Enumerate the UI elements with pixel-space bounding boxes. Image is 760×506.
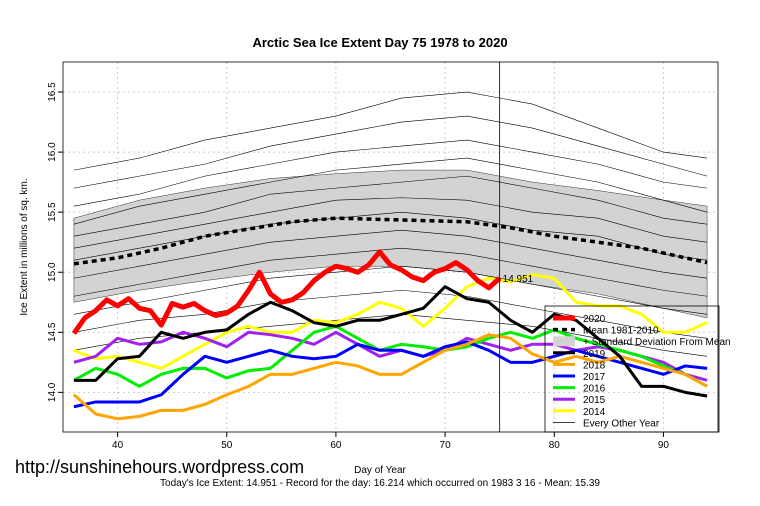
series-line-2018 (72, 333, 708, 421)
other-year-line (73, 115, 708, 189)
legend-label: 2015 (583, 395, 606, 406)
x-tick-label: 50 (221, 440, 233, 451)
other-year-line (73, 289, 708, 339)
site-url[interactable]: http://sunshinehours.wordpress.com (15, 457, 305, 477)
y-tick-label: 16.0 (47, 142, 58, 162)
series-line-2020 (71, 249, 502, 335)
x-tick-label: 40 (112, 440, 124, 451)
x-tick-label: 60 (330, 440, 342, 451)
y-tick-label: 15.5 (47, 202, 58, 222)
other-year-line (73, 91, 708, 171)
legend-label: Every Other Year (583, 418, 660, 429)
legend-label: 2014 (583, 407, 606, 418)
y-tick-label: 14.0 (47, 382, 58, 402)
y-axis-label: Ice Extent in millions of sq. km. (19, 178, 30, 315)
plot-frame (62, 61, 719, 433)
y-tick-label: 15.0 (47, 262, 58, 282)
y-tick-label: 14.5 (47, 322, 58, 342)
legend-label: 2020 (583, 314, 606, 325)
y-tick-label: 16.5 (47, 82, 58, 102)
legend-label: Mean 1981-2010 (583, 326, 659, 337)
series-line-2017 (73, 340, 708, 409)
footer-text: Today's Ice Extent: 14.951 - Record for … (160, 478, 600, 489)
series-line-2015 (73, 330, 708, 382)
other-year-line (73, 157, 708, 225)
series-line-2016 (73, 324, 708, 388)
legend-label: 2017 (583, 372, 606, 383)
series-line-mean-1981-2010 (73, 216, 708, 266)
x-tick-label: 80 (549, 440, 561, 451)
other-year-line (73, 139, 708, 207)
other-year-line (73, 197, 708, 249)
other-year-line (73, 211, 708, 261)
chart-title: Arctic Sea Ice Extent Day 75 1978 to 202… (252, 35, 507, 50)
x-axis-label: Day of Year (354, 465, 406, 476)
legend-label: 2019 (583, 349, 606, 360)
legend-label: 2016 (583, 384, 606, 395)
other-year-line (73, 247, 708, 297)
legend-label: 2018 (583, 360, 606, 371)
legend-label: + Standard Deviation From Mean (583, 337, 731, 348)
series-line-2019 (73, 285, 708, 398)
other-year-line (73, 265, 708, 315)
current-value-label: 14.951 (503, 274, 534, 285)
other-year-line (73, 229, 708, 279)
x-tick-label: 70 (440, 440, 452, 451)
x-tick-label: 90 (658, 440, 670, 451)
legend-box (544, 305, 720, 433)
other-year-line (73, 175, 708, 237)
std-deviation-band (73, 169, 708, 319)
